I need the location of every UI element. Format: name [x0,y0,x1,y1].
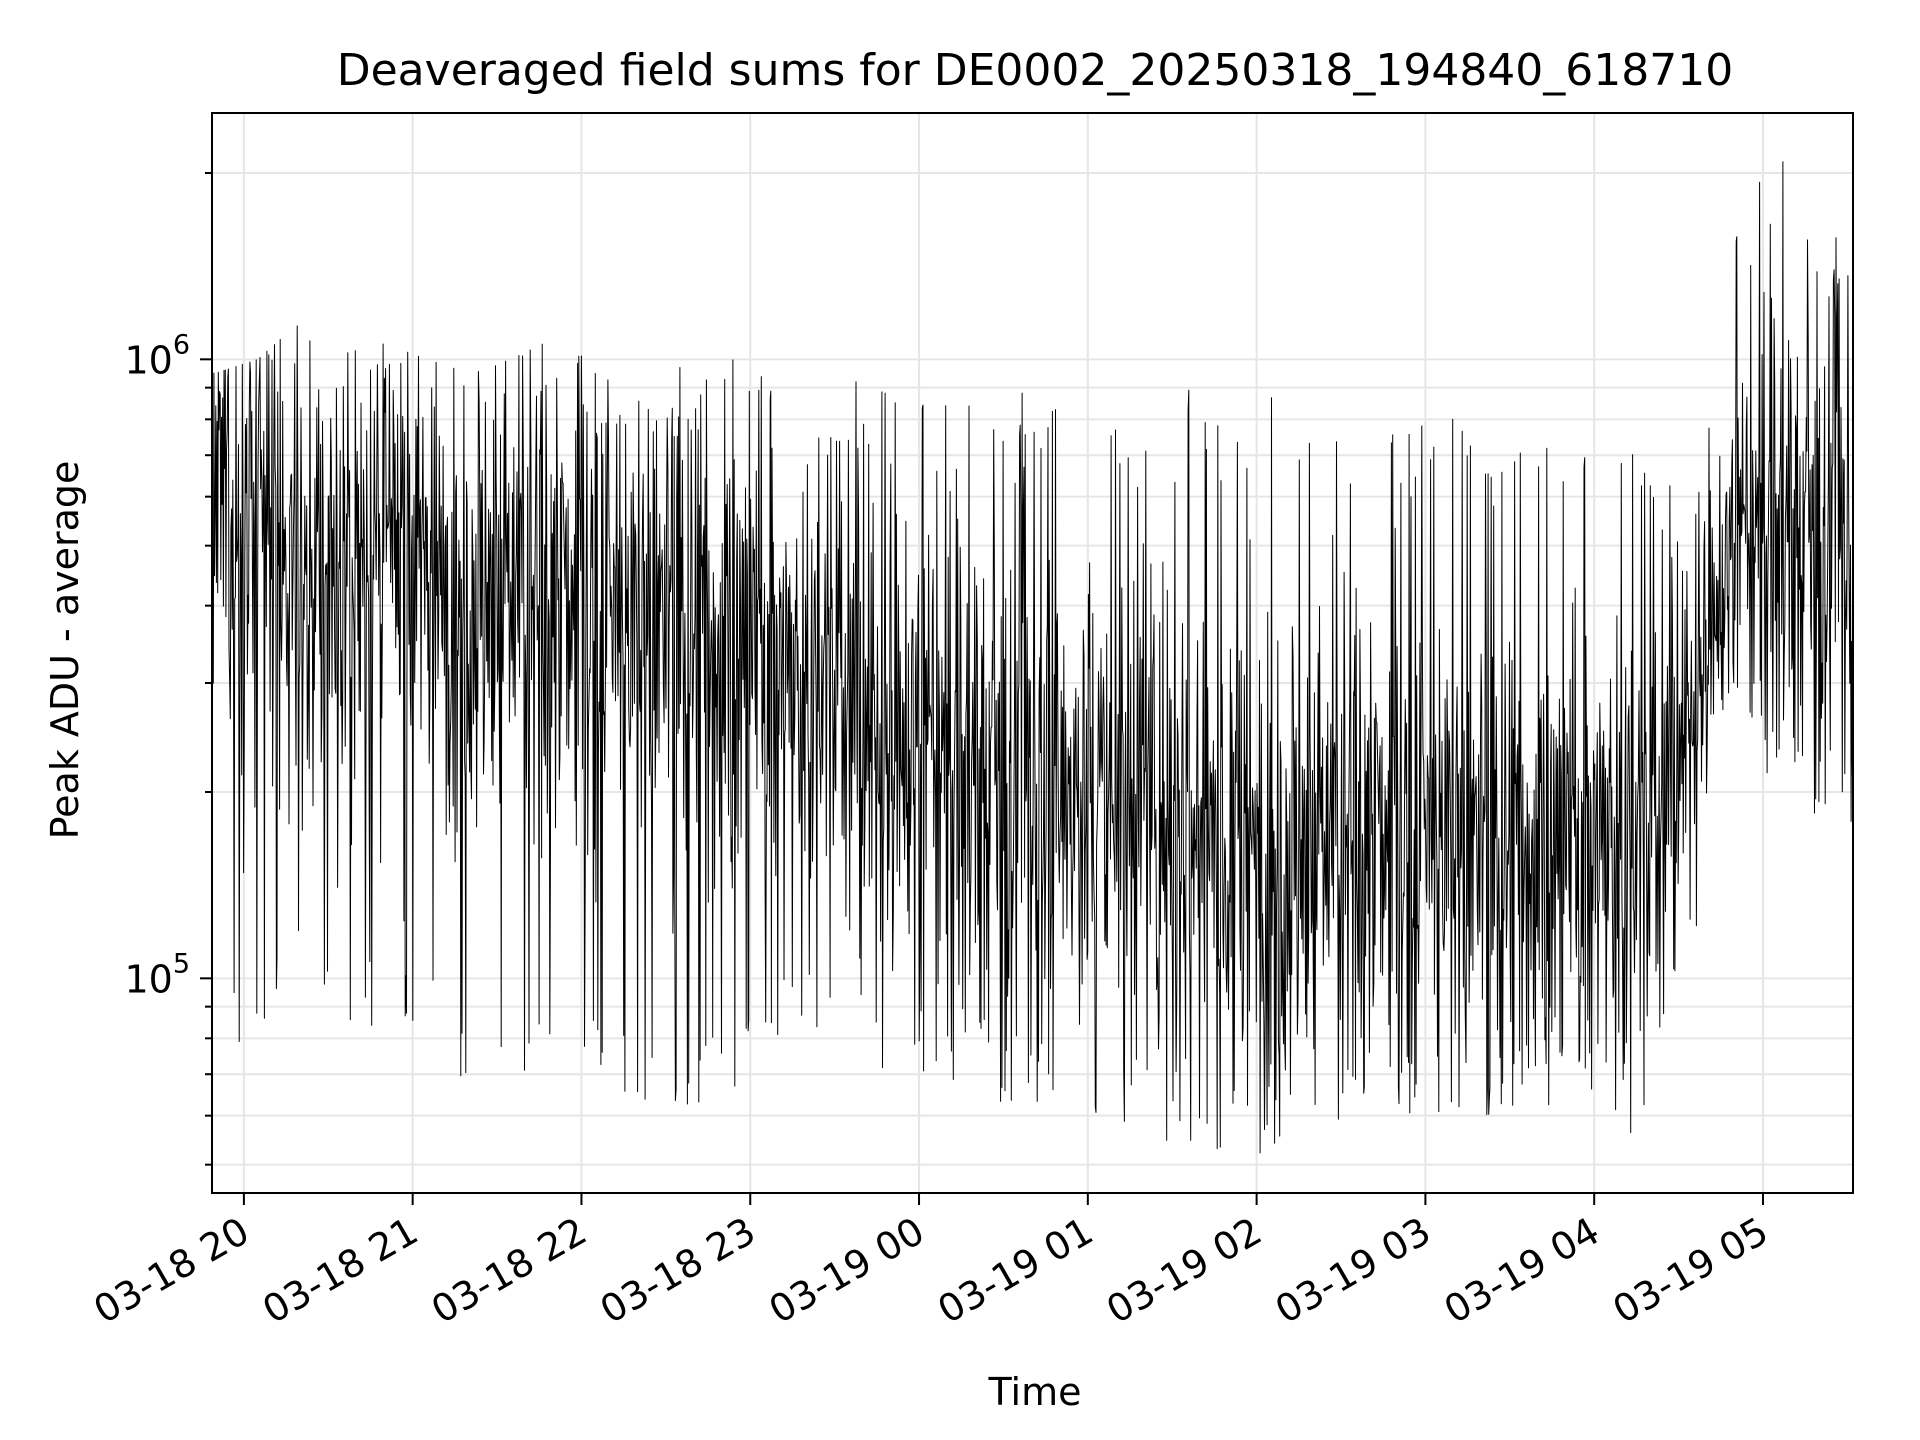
series-line-0 [212,161,1853,1154]
y-tick-exponent: 6 [173,329,190,360]
y-axis-label: Peak ADU - average [43,461,87,840]
chart-title: Deaveraged field sums for DE0002_2025031… [337,45,1734,96]
y-tick-exponent: 5 [173,948,190,979]
y-tick-label: 105 [124,948,190,1001]
x-axis-label: Time [988,1370,1082,1414]
plot-frame [211,112,1854,1194]
series-layer [212,161,1853,1154]
